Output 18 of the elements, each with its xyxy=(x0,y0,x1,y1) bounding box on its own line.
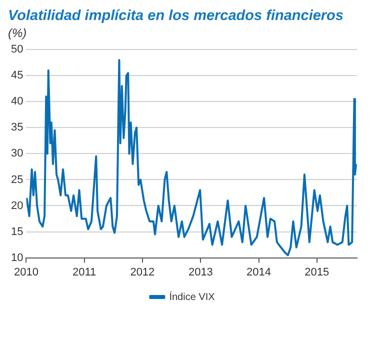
x-tick-label: 2014 xyxy=(246,266,272,278)
y-tick-label: 35 xyxy=(10,122,24,134)
x-tick-label: 2012 xyxy=(130,266,155,278)
x-tick-label: 2010 xyxy=(14,266,38,278)
y-tick-label: 10 xyxy=(10,252,24,264)
y-tick-label: 50 xyxy=(10,44,24,56)
y-tick-label: 45 xyxy=(10,70,24,82)
y-tick-label: 40 xyxy=(10,96,24,108)
x-tick-label: 2013 xyxy=(188,266,213,278)
y-tick-label: 20 xyxy=(10,200,24,212)
x-tick-label: 2011 xyxy=(72,266,96,278)
y-axis-title: (%) xyxy=(8,26,28,40)
chart-title: Volatilidad implícita en los mercados financieros xyxy=(8,8,344,24)
x-tick-label: 2015 xyxy=(304,266,330,278)
y-tick-label: 25 xyxy=(10,174,24,186)
y-tick-label: 30 xyxy=(10,148,24,160)
y-tick-label: 15 xyxy=(10,226,24,238)
legend-label: Índice VIX xyxy=(169,290,216,303)
